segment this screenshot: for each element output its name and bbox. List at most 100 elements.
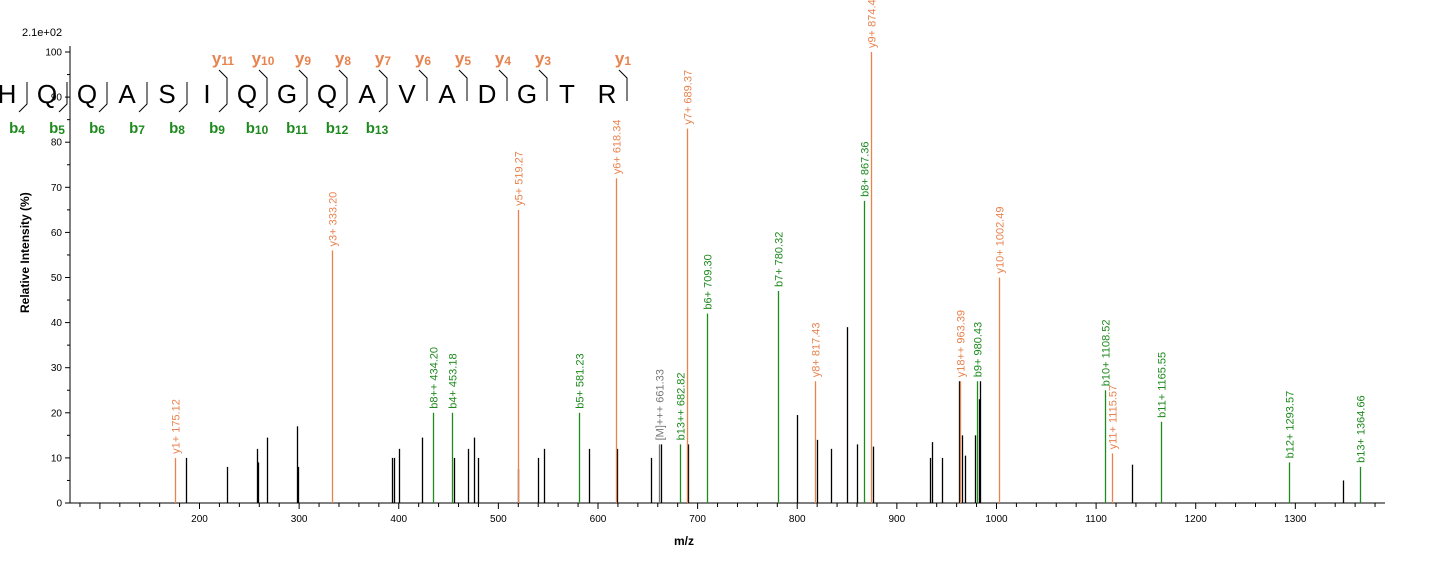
b-ion-label: b9 xyxy=(209,120,225,137)
y-tick-label: 30 xyxy=(51,363,63,374)
peak-label: b8+ 867.36 xyxy=(860,141,872,196)
x-tick-label: 300 xyxy=(291,514,308,525)
peak-label: b9+ 980.43 xyxy=(973,322,985,377)
residue-letter: A xyxy=(358,79,376,109)
b-ion-bracket xyxy=(98,82,108,113)
b-ion-label: b13 xyxy=(366,120,389,137)
peak-label: [M]+++ 661.33 xyxy=(655,369,667,440)
x-axis-title: m/z xyxy=(674,534,694,548)
b-ion-bracket xyxy=(138,82,148,113)
residue-letter: Q xyxy=(77,79,97,109)
x-tick-label: 500 xyxy=(490,514,507,525)
x-tick-label: 900 xyxy=(889,514,906,525)
residue-letter: A xyxy=(438,79,456,109)
b-ion-bracket xyxy=(178,82,188,113)
residue-letter: Q xyxy=(317,79,337,109)
b-ion-bracket xyxy=(298,82,308,113)
b-ion-label: b11 xyxy=(286,120,308,137)
peak-label: b8++ 434.20 xyxy=(429,347,441,409)
residue-letter: Q xyxy=(37,79,57,109)
y-ion-bracket xyxy=(538,69,548,101)
axes: 200 300 400 500 600 700 800 900 1000 1100 1200 1300… xyxy=(45,46,1385,525)
peak-label: b5+ 581.23 xyxy=(575,353,587,408)
y-ion-label: y4 xyxy=(495,49,511,68)
y-tick-label: 40 xyxy=(51,318,63,329)
x-tick-label: 800 xyxy=(789,514,806,525)
peak-label: y8+ 817.43 xyxy=(811,322,823,377)
peak-label: y10+ 1002.49 xyxy=(995,207,1007,274)
peak-label: y9+ 874.49 xyxy=(867,0,879,48)
y-ion-bracket xyxy=(378,69,388,101)
y-ion-label: y9 xyxy=(295,49,311,68)
peak-label: b10+ 1108.52 xyxy=(1101,319,1113,386)
intensity-scale-label: 2.1e+02 xyxy=(22,27,62,39)
residue-letter: G xyxy=(277,79,297,109)
x-tick-label: 1100 xyxy=(1085,514,1107,525)
b-ion-label: b5 xyxy=(49,120,65,137)
b-ion-bracket xyxy=(218,82,228,113)
residue-letter: G xyxy=(517,79,537,109)
residue-letter: I xyxy=(203,79,210,109)
x-tick-label: 1000 xyxy=(985,514,1008,525)
y-ion-label: y10 xyxy=(252,49,275,68)
y-ion-label: y7 xyxy=(375,49,391,68)
y-tick-label: 60 xyxy=(51,228,63,239)
b-ion-label: b4 xyxy=(9,120,25,137)
peak-label: y6+ 618.34 xyxy=(612,120,624,175)
y-tick-label: 70 xyxy=(51,183,63,194)
y-ion-label: y1 xyxy=(615,49,631,68)
b-ion-label: b10 xyxy=(246,120,269,137)
x-tick-label: 1200 xyxy=(1185,514,1208,525)
b-ion-bracket xyxy=(338,82,348,113)
peak-label: y11+ 1115.57 xyxy=(1108,385,1120,450)
y-ion-bracket xyxy=(458,69,468,101)
y-ion-label: y8 xyxy=(335,49,351,68)
peak-label: b13+ 1364.66 xyxy=(1356,395,1368,463)
y-ion-bracket xyxy=(618,69,628,101)
residue-letter: T xyxy=(559,79,575,109)
residue-letter: R xyxy=(598,79,617,109)
peak-label: y18++ 963.39 xyxy=(956,310,968,377)
residue-letter: Q xyxy=(237,79,257,109)
residue-letter: V xyxy=(398,79,416,109)
x-tick-label: 400 xyxy=(390,514,407,525)
b-ion-label: b7 xyxy=(129,120,145,137)
peak-label: b7+ 780.32 xyxy=(774,232,786,287)
b-ion-bracket xyxy=(18,82,28,113)
peak-label: b11+ 1165.55 xyxy=(1157,352,1169,418)
peak-label: y7+ 689.37 xyxy=(683,70,695,125)
y-ion-label: y11 xyxy=(212,49,234,68)
y-ion-label: y3 xyxy=(535,49,551,68)
residue-letter: H xyxy=(0,79,16,109)
peak-label: y5+ 519.27 xyxy=(514,151,526,206)
x-tick-label: 600 xyxy=(590,514,607,525)
y-ion-label: y5 xyxy=(455,49,471,68)
b-ion-label: b6 xyxy=(89,120,105,137)
y-ion-bracket xyxy=(258,69,268,101)
x-tick-label: 200 xyxy=(191,514,208,525)
y-ion-label: y6 xyxy=(415,49,431,68)
y-tick-label: 20 xyxy=(51,408,63,419)
y-ion-bracket xyxy=(338,69,348,101)
peak-label: b4+ 453.18 xyxy=(448,353,460,408)
peak-label: b13++ 682.82 xyxy=(676,372,688,440)
y-tick-label: 50 xyxy=(51,273,63,284)
x-tick-label: 1300 xyxy=(1284,514,1307,525)
y-ion-bracket xyxy=(218,69,228,101)
b-ion-bracket xyxy=(378,82,388,113)
y-ion-bracket xyxy=(498,69,508,101)
b-ion-label: b8 xyxy=(169,120,185,137)
y-axis-title: Relative Intensity (%) xyxy=(18,192,32,313)
y-tick-label: 80 xyxy=(51,138,63,149)
x-tick-label: 700 xyxy=(689,514,706,525)
residue-letter: D xyxy=(478,79,497,109)
y-tick-label: 0 xyxy=(56,499,62,510)
peak-label: y3+ 333.20 xyxy=(328,192,340,247)
b-ion-bracket xyxy=(58,82,68,113)
y-tick-label: 90 xyxy=(51,93,63,104)
b-ion-bracket xyxy=(258,82,268,113)
peak-label: b12+ 1293.57 xyxy=(1285,391,1297,459)
residue-letter: A xyxy=(118,79,136,109)
